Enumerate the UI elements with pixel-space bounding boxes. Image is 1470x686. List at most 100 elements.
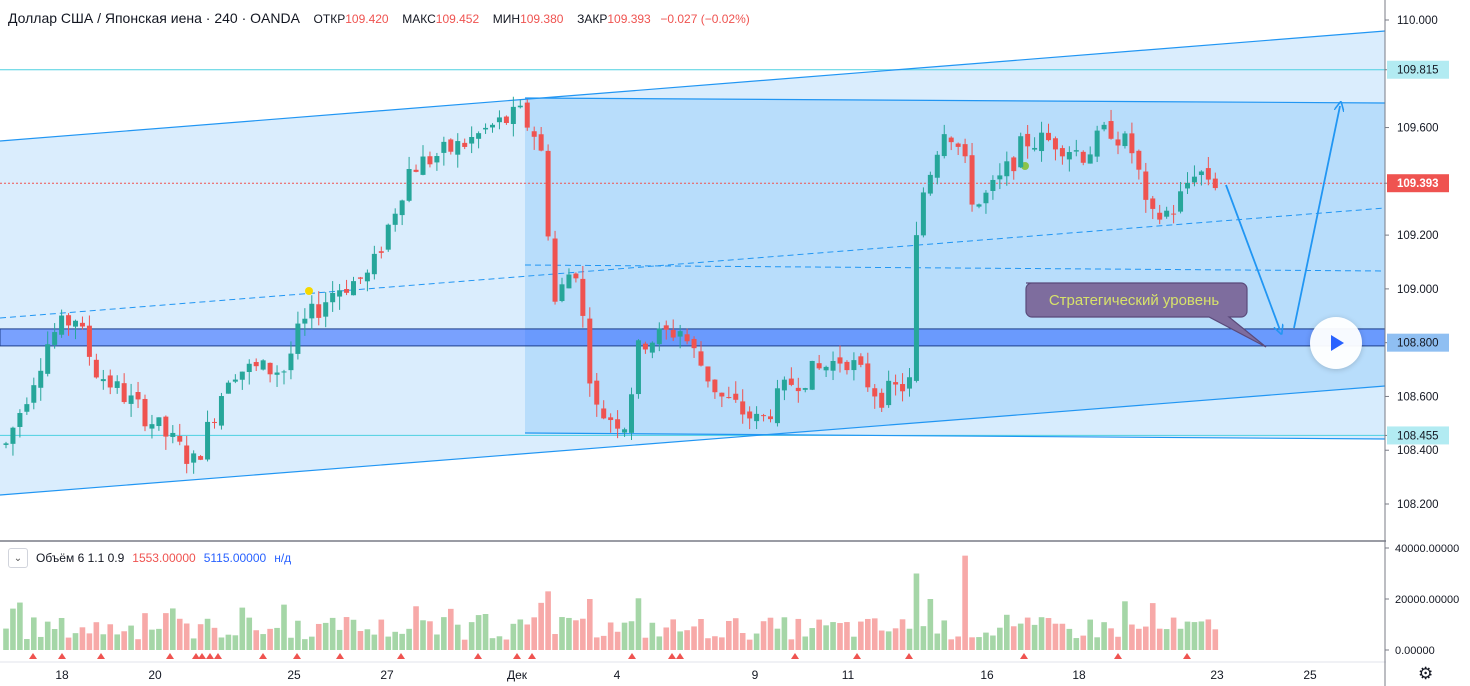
candle-body [1191,176,1197,183]
candle-body [1205,168,1211,180]
candle-body [399,200,405,216]
candle-body [705,366,711,382]
volume-bar [288,637,294,650]
candle-body [580,278,586,316]
volume-bar [461,639,468,650]
volume-bar [1184,621,1191,650]
price-tick-label: 109.393 [1397,178,1439,190]
time-tick-label: 9 [752,668,759,682]
volume-bar [559,617,565,650]
volume-bar [302,639,308,650]
candle-body [823,366,829,371]
candle-body [205,421,211,460]
candle-body [24,404,30,412]
candle-body [587,318,593,384]
volume-bar [24,639,30,650]
candle-body [795,387,801,392]
volume-bar [413,606,419,650]
candle-body [851,360,857,371]
volume-bar [600,635,607,650]
volume-bar [86,633,93,650]
volume-bar [1143,626,1149,650]
play-button[interactable] [1310,317,1362,369]
volume-value-2: 5115.00000 [203,551,267,565]
volume-bar [587,599,593,650]
price-tag-bg [1387,333,1449,352]
volume-bar [990,635,996,650]
volume-bar [399,633,405,650]
open-value: 109.420 [345,12,389,26]
candle-body [1073,150,1079,152]
price-tick-label: 108.455 [1397,430,1439,442]
candle-body [1185,182,1190,189]
candle-body [45,344,51,374]
event-marker-icon [293,653,301,659]
candle-body [490,124,495,128]
volume-bar [107,624,114,650]
volume-bar [448,608,454,650]
forecast-arrow-up [1293,106,1340,329]
volume-bar [58,617,65,650]
candle-body [948,137,954,143]
volume-bar [1031,624,1038,650]
volume-bar [538,602,544,650]
candle-body [3,443,9,445]
price-tick-label: 109.000 [1397,284,1439,296]
chart-legend: Доллар США / Японская иена · 240 · OANDA… [8,10,750,26]
marker-dot-yellow [305,287,313,295]
volume-bar [746,639,753,650]
volume-bar [281,604,287,650]
volume-bar [475,615,482,650]
volume-bar [830,622,836,650]
candle-body [608,417,614,421]
event-marker-icon [905,653,913,659]
candle-body [830,360,836,371]
candle-body [274,372,280,375]
candle-body [239,371,245,380]
volume-bar [732,618,739,650]
volume-bar [677,631,683,650]
volume-bar [753,633,760,650]
volume-bar [274,627,280,650]
candle-body [1157,212,1163,220]
volume-bar [948,639,954,650]
volume-bar [684,630,690,650]
volume-bar [1101,622,1107,650]
candle-body [920,192,926,236]
collapse-chevron-icon[interactable]: ⌄ [8,548,28,568]
time-tick-label: 18 [55,668,69,682]
candle-body [865,363,871,388]
volume-bar [1017,623,1024,650]
candle-body [1032,147,1038,150]
volume-bar [858,621,864,650]
volume-tick-label: 40000.00000 [1395,543,1459,555]
forecast-arrow-down [1225,184,1280,330]
candle-body [774,388,780,424]
price-tick-label: 108.800 [1397,338,1439,350]
volume-bar [698,619,704,650]
volume-bar [385,636,392,650]
candle-body [1052,138,1058,150]
candle-body [1011,157,1017,172]
annotation-box [1025,282,1267,348]
candle-body [879,392,885,408]
volume-bar [628,621,635,650]
candle-body [267,362,273,375]
price-tick-label: 108.400 [1397,445,1439,457]
change-value: −0.027 (−0.02%) [660,12,750,26]
gear-icon[interactable]: ⚙ [1418,664,1434,683]
candle-body [1143,171,1149,200]
candle-body [142,398,148,427]
event-marker-icon [474,653,482,659]
volume-bar [976,637,982,650]
volume-bar [170,608,176,650]
candle-body [434,156,440,163]
volume-bar [927,599,934,650]
volume-bar [635,598,642,650]
volume-bar [767,617,774,650]
candle-body [1046,132,1051,141]
volume-bar [434,634,440,650]
candle-body [455,141,461,155]
volume-bar [1045,618,1052,650]
